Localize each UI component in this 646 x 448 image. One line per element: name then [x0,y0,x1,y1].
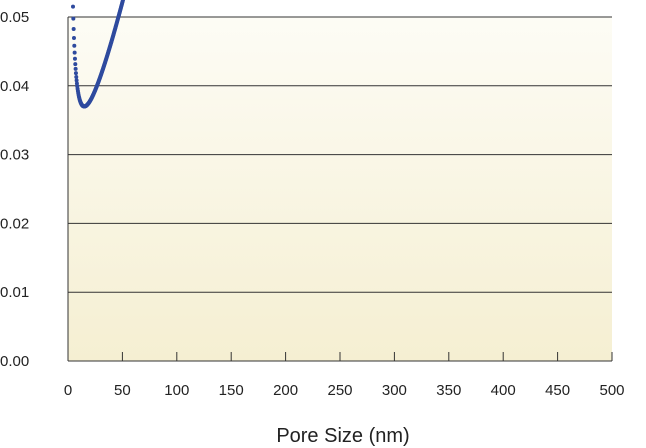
data-point [73,62,78,67]
x-tick-label-400: 400 [491,382,516,399]
axes [67,17,613,362]
plot-area [68,17,612,361]
x-tick-label-0: 0 [64,382,72,399]
y-tick-label-0.00: 0.00 [0,353,29,370]
x-tick-label-450: 450 [545,382,570,399]
data-point [72,50,77,55]
data-point [71,4,75,9]
data-point [74,75,79,79]
data-point [72,43,77,48]
data-points [71,0,125,109]
x-tick-labels: 0 50 100 150 200 250 300 350 400 450 500 [64,382,625,399]
x-axis-title: Pore Size (nm) [276,425,409,447]
y-tick-label-0.03: 0.03 [0,147,29,164]
y-tick-label-0.05: 0.05 [0,9,29,26]
y-tick-label-0.04: 0.04 [0,78,29,95]
x-tick-label-50: 50 [114,382,131,399]
data-point [71,26,76,31]
x-tick-label-350: 350 [436,382,461,399]
data-point [121,0,125,1]
x-tick-label-200: 200 [273,382,298,399]
x-tick-label-300: 300 [382,382,407,399]
x-tick-label-250: 250 [327,382,352,399]
data-point [74,78,79,83]
x-tick-label-100: 100 [164,382,189,399]
data-point [73,71,78,76]
data-point [73,66,78,71]
data-point [71,35,76,40]
y-tick-labels: 0.00 0.01 0.02 0.03 0.04 0.05 [0,9,29,370]
data-point [72,56,77,61]
x-tick-label-150: 150 [219,382,244,399]
data-point [71,16,76,21]
x-tick-label-500: 500 [599,382,624,399]
y-tick-label-0.02: 0.02 [0,215,29,232]
grid-lines [68,16,612,293]
y-tick-label-0.01: 0.01 [0,284,29,301]
